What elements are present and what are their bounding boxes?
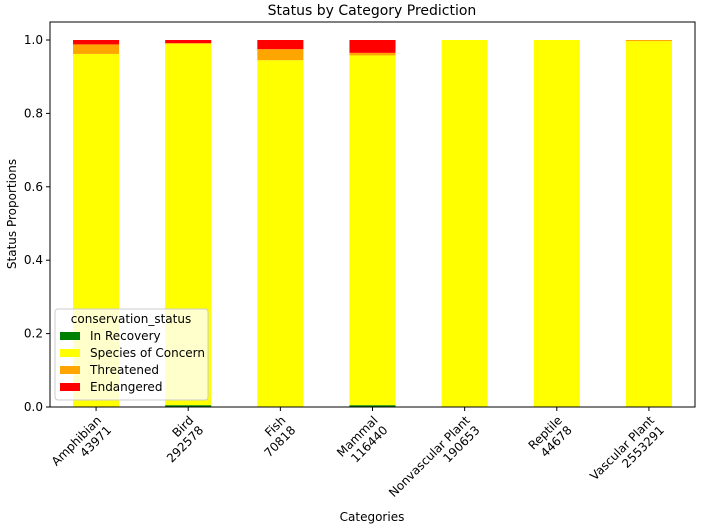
- bar-mammal-series-0: [349, 405, 396, 407]
- bar-vascular-plant-series-2: [625, 40, 672, 42]
- legend-swatch: [60, 366, 80, 374]
- bar-vascular-plant-series-1: [625, 41, 672, 407]
- legend-label: In Recovery: [90, 329, 161, 343]
- x-tick-label: Mammal116440: [334, 413, 390, 469]
- bar-bird-series-3: [165, 40, 212, 44]
- x-axis-ticks: Amphibian43971 Bird292578 Fish70818 Mammal1…: [49, 407, 667, 510]
- bar-fish-series-2: [257, 49, 304, 61]
- x-tick-label: Bird292578: [154, 413, 206, 465]
- y-axis-ticks: 0.0 0.2 0.4 0.6 0.8 1.0: [24, 33, 50, 414]
- y-tick-label: 0.0: [24, 400, 43, 414]
- y-tick-label: 0.4: [24, 253, 43, 267]
- bar-amphibian-series-3: [73, 40, 120, 45]
- legend-swatch: [60, 349, 80, 357]
- x-axis-title: Categories: [340, 510, 405, 524]
- y-tick-label: 0.6: [24, 180, 43, 194]
- bar-fish-series-1: [257, 60, 304, 407]
- legend: conservation_status In Recovery Species o…: [54, 308, 209, 401]
- legend-title: conservation_status: [71, 312, 191, 326]
- legend-label: Endangered: [90, 380, 162, 394]
- bar-amphibian-series-2: [73, 44, 120, 54]
- y-tick-label: 0.2: [24, 327, 43, 341]
- y-tick-label: 0.8: [24, 106, 43, 120]
- x-tick-label: Fish70818: [252, 413, 299, 460]
- bar-mammal-series-2: [349, 52, 396, 56]
- legend-swatch: [60, 332, 80, 340]
- legend-box: [54, 308, 209, 401]
- y-tick-label: 1.0: [24, 33, 43, 47]
- legend-label: Threatened: [89, 363, 159, 377]
- legend-swatch: [60, 383, 80, 391]
- bar-reptile-series-1: [533, 40, 580, 407]
- bar-bird-series-0: [165, 405, 212, 407]
- x-tick-label: Amphibian43971: [49, 413, 114, 478]
- x-tick-label: Vascular Plant2553291: [587, 413, 667, 493]
- legend-label: Species of Concern: [90, 346, 205, 360]
- x-tick-label: Reptile44678: [526, 413, 575, 462]
- x-tick-category: Nonvascular Plant: [386, 413, 473, 500]
- chart-title: Status by Category Prediction: [268, 3, 477, 19]
- bar-mammal-series-1: [349, 55, 396, 406]
- bar-mammal-series-3: [349, 40, 396, 53]
- bar-fish-series-3: [257, 40, 304, 50]
- legend-items: In Recovery Species of Concern Threatened E…: [60, 329, 205, 394]
- bar-nonvascular-plant-series-1: [441, 40, 488, 407]
- bars-layer: [73, 40, 672, 407]
- y-axis-title: Status Proportions: [5, 159, 19, 269]
- x-tick-label: Nonvascular Plant190653: [386, 413, 483, 510]
